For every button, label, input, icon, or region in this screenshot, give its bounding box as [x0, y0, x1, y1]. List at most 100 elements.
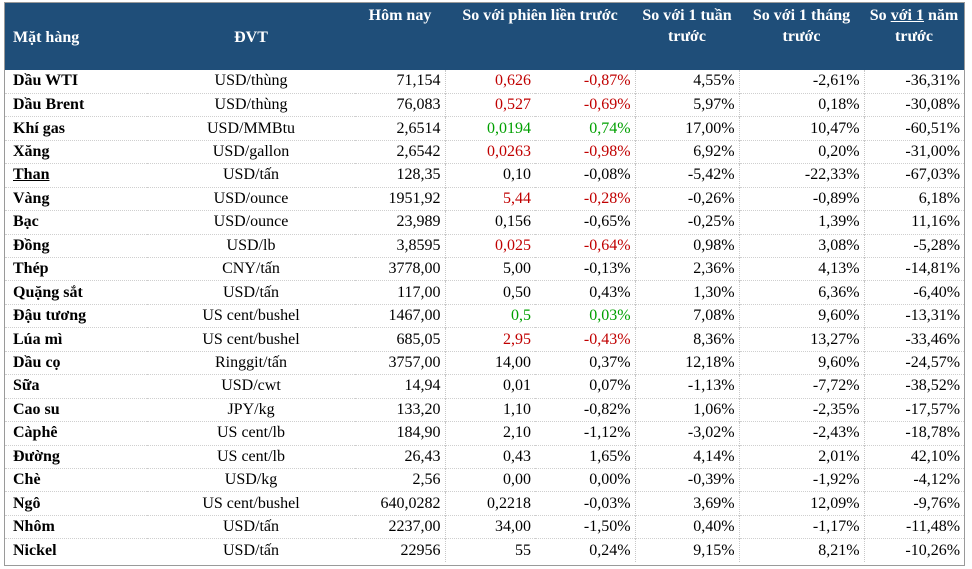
cell-name: Khí gas	[5, 116, 147, 141]
cell-chg: 5,44	[445, 186, 535, 211]
table-row: Sữa USD/cwt 14,94 0,01 0,07% -1,13% -7,72% -38,…	[5, 374, 965, 399]
cell-year: -33,46%	[864, 327, 965, 352]
cell-week: 17,00%	[635, 116, 740, 141]
cell-month: 4,13%	[739, 256, 865, 281]
cell-year: -60,51%	[864, 116, 965, 141]
cell-week: 0,40%	[635, 514, 740, 539]
table-row: Đậu tương US cent/bushel 1467,00 0,5 0,03% 7,…	[5, 303, 965, 328]
cell-month: -2,43%	[739, 421, 865, 445]
cell-pct: -0,03%	[535, 491, 636, 516]
cell-name: Xăng	[5, 139, 147, 164]
cell-month: 0,18%	[739, 92, 865, 117]
cell-pct: 0,74%	[535, 116, 636, 141]
cell-year: -24,57%	[864, 350, 965, 375]
cell-chg: 14,00	[445, 350, 535, 375]
cell-chg: 1,10	[445, 397, 535, 422]
cell-month: -0,89%	[739, 186, 865, 211]
cell-year: -14,81%	[864, 256, 965, 281]
cell-year: -36,31%	[905, 72, 961, 90]
cell-today: 76,083	[355, 92, 446, 117]
cell-today: 3757,00	[355, 350, 446, 375]
cell-today: 3,8595	[355, 233, 446, 258]
table-row: Càphê US cent/lb 184,90 2,10 -1,12% -3,02% -2,…	[5, 421, 965, 445]
cell-chg: 2,10	[445, 421, 535, 445]
cell-month: 13,27%	[739, 327, 865, 352]
cell-week: 4,14%	[635, 444, 740, 469]
cell-today: 14,94	[355, 374, 446, 399]
cell-year: -13,31%	[864, 303, 965, 328]
cell-pct: -0,87%	[535, 70, 636, 94]
cell-week: 9,15%	[635, 538, 740, 563]
cell-year: 11,16%	[864, 210, 965, 235]
cell-year: -31,00%	[864, 139, 965, 164]
table-row: Thép CNY/tấn 3778,00 5,00 -0,13% 2,36% 4,13% -1…	[5, 256, 965, 281]
cell-today: 2237,00	[355, 514, 446, 539]
cell-name: Chè	[5, 467, 147, 492]
cell-chg: 0,025	[445, 233, 535, 258]
cell-year: 6,18%	[864, 186, 965, 211]
cell-unit: USD/tấn	[147, 280, 355, 305]
cell-unit: US cent/bushel	[147, 303, 355, 328]
commodity-price-table-frame: Mặt hàng ĐVT Hôm nay So với phiên liền t…	[4, 2, 965, 566]
cell-week: 12,18%	[635, 350, 740, 375]
cell-month: 10,47%	[739, 116, 865, 141]
cell-unit: USD/cwt	[147, 374, 355, 399]
cell-pct: 0,43%	[535, 280, 636, 305]
cell-unit: USD/thùng	[214, 72, 288, 90]
cell-unit: US cent/lb	[147, 421, 355, 445]
cell-name: Cao su	[5, 397, 147, 422]
cell-name: Sữa	[5, 374, 147, 399]
cell-unit: USD/tấn	[147, 514, 355, 539]
table-row: Dầu WTI USD/thùng 71,154 0,626 -0,87% 4,55% -2…	[5, 70, 964, 94]
table-row: Bạc USD/ounce 23,989 0,156 -0,65% -0,25% 1,39%…	[5, 210, 965, 235]
cell-unit: USD/gallon	[147, 139, 355, 164]
cell-chg: 0,50	[445, 280, 535, 305]
cell-name: Bạc	[5, 210, 147, 235]
cell-year: -67,03%	[864, 163, 965, 188]
cell-week: 0,98%	[635, 233, 740, 258]
cell-name: Dầu cọ	[5, 350, 147, 375]
table-row: Dầu cọ Ringgit/tấn 3757,00 14,00 0,37% 12,18%…	[5, 350, 965, 375]
cell-month: 9,60%	[739, 303, 865, 328]
cell-week: 6,92%	[635, 139, 740, 164]
cell-unit: USD/tấn	[147, 163, 355, 188]
cell-week: 8,36%	[635, 327, 740, 352]
cell-pct: 1,65%	[535, 444, 636, 469]
cell-unit: USD/ounce	[147, 186, 355, 211]
cell-month: 12,09%	[739, 491, 865, 516]
header-month: So với 1 tháng trước	[739, 3, 865, 70]
cell-pct: -0,28%	[535, 186, 636, 211]
cell-year: -9,76%	[864, 491, 965, 516]
cell-year: -11,48%	[864, 514, 965, 539]
cell-month: 0,20%	[739, 139, 865, 164]
cell-today: 2,6514	[355, 116, 446, 141]
cell-pct: -0,98%	[535, 139, 636, 164]
header-year-pre: So	[869, 7, 891, 24]
cell-week: -3,02%	[635, 421, 740, 445]
cell-name: Ngô	[5, 491, 147, 516]
cell-name: Đậu tương	[5, 303, 147, 328]
cell-chg: 0,2218	[445, 491, 535, 516]
cell-year: -10,26%	[864, 538, 965, 563]
cell-unit: US cent/bushel	[147, 327, 355, 352]
cell-month: -1,17%	[739, 514, 865, 539]
header-item: Mặt hàng	[5, 3, 147, 70]
cell-today: 128,35	[355, 163, 446, 188]
cell-today: 26,43	[355, 444, 446, 469]
cell-pct: -0,64%	[535, 233, 636, 258]
cell-name: Đồng	[5, 233, 147, 258]
cell-month: 6,36%	[739, 280, 865, 305]
cell-chg: 0,5	[445, 303, 535, 328]
cell-pct: -0,65%	[535, 210, 636, 235]
table-row: Nhôm USD/tấn 2237,00 34,00 -1,50% 0,40% -1,17%…	[5, 514, 965, 539]
cell-year: -17,57%	[864, 397, 965, 422]
table-row: Dầu Brent USD/thùng 76,083 0,527 -0,69% 5,97%…	[5, 92, 965, 117]
cell-month: -2,35%	[739, 397, 865, 422]
cell-pct: -0,43%	[535, 327, 636, 352]
cell-pct: 0,07%	[535, 374, 636, 399]
table-row: Xăng USD/gallon 2,6542 0,0263 -0,98% 6,92% 0,2…	[5, 139, 965, 164]
cell-week: -1,13%	[635, 374, 740, 399]
table-row: Vàng USD/ounce 1951,92 5,44 -0,28% -0,26% -0,8…	[5, 186, 965, 211]
cell-unit: USD/tấn	[147, 538, 355, 563]
cell-today: 117,00	[355, 280, 446, 305]
